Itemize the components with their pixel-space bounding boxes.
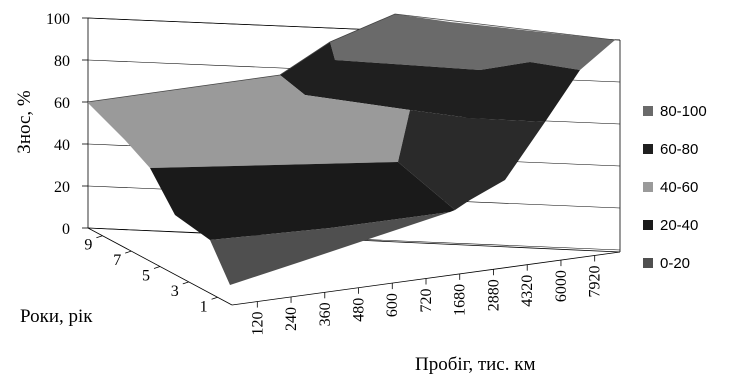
y-tick-label: 3 <box>171 283 179 300</box>
z-tick-label: 80 <box>54 53 70 70</box>
surface-band-40-60 <box>87 75 410 168</box>
legend-label: 60-80 <box>660 141 698 158</box>
z-tick-label: 60 <box>54 95 70 112</box>
x-tick-label: 7920 <box>587 265 604 297</box>
z-tick-label: 100 <box>46 11 70 28</box>
x-tick-label: 480 <box>351 298 368 322</box>
legend-swatch <box>643 182 653 192</box>
y-tick-label: 9 <box>84 237 92 254</box>
x-tick-label: 1680 <box>452 284 469 316</box>
y-tick-mark <box>211 296 218 300</box>
surface <box>86 13 616 285</box>
surface-band-20-40 <box>150 162 455 240</box>
legend-swatch <box>643 144 653 154</box>
y-tick-label: 7 <box>113 252 121 269</box>
x-tick-label: 4320 <box>519 275 536 307</box>
z-tick-label: 40 <box>54 137 70 154</box>
x-tick-label: 240 <box>283 307 300 331</box>
legend-label: 40-60 <box>660 179 698 196</box>
x-tick-label: 6000 <box>553 270 570 302</box>
z-axis-title: Знос, % <box>14 90 35 154</box>
z-tick-label: 20 <box>54 179 70 196</box>
x-tick-label: 2880 <box>485 279 502 311</box>
x-tick-label: 360 <box>317 302 334 326</box>
legend-swatch <box>643 258 653 268</box>
y-tick-mark <box>96 235 103 239</box>
axis-ticks: 0 20 40 60 80 100 120 240 360 480 600 720 1680 2880 43… <box>46 11 604 336</box>
y-tick-label: 5 <box>142 268 150 285</box>
surface-band-60-80 <box>280 42 580 122</box>
y-tick-label: 1 <box>200 298 208 315</box>
surface-band-80-100 <box>330 14 615 70</box>
y-tick-mark <box>182 281 189 285</box>
surface-edge <box>86 13 616 103</box>
legend-swatch <box>643 106 653 116</box>
legend-swatch <box>643 220 653 230</box>
legend-label: 80-100 <box>660 103 707 120</box>
surface-band-0-20 <box>210 212 450 285</box>
y-axis-title: Роки, рік <box>20 306 93 327</box>
x-tick-label: 120 <box>249 312 266 336</box>
y-tick-mark <box>153 266 161 269</box>
legend-label: 20-40 <box>660 217 698 234</box>
x-tick-label: 720 <box>418 289 435 313</box>
surface-band-60-80-right <box>398 110 545 210</box>
legend: 80-100 60-80 40-60 20-40 0-20 <box>643 103 707 272</box>
x-tick-label: 600 <box>384 293 401 317</box>
axis-titles: Знос, % Роки, рік Пробіг, тис. км <box>14 90 535 375</box>
x-axis-title: Пробіг, тис. км <box>415 354 535 375</box>
legend-label: 0-20 <box>660 255 690 272</box>
z-tick-label: 0 <box>62 221 70 238</box>
y-tick-mark <box>125 250 132 254</box>
